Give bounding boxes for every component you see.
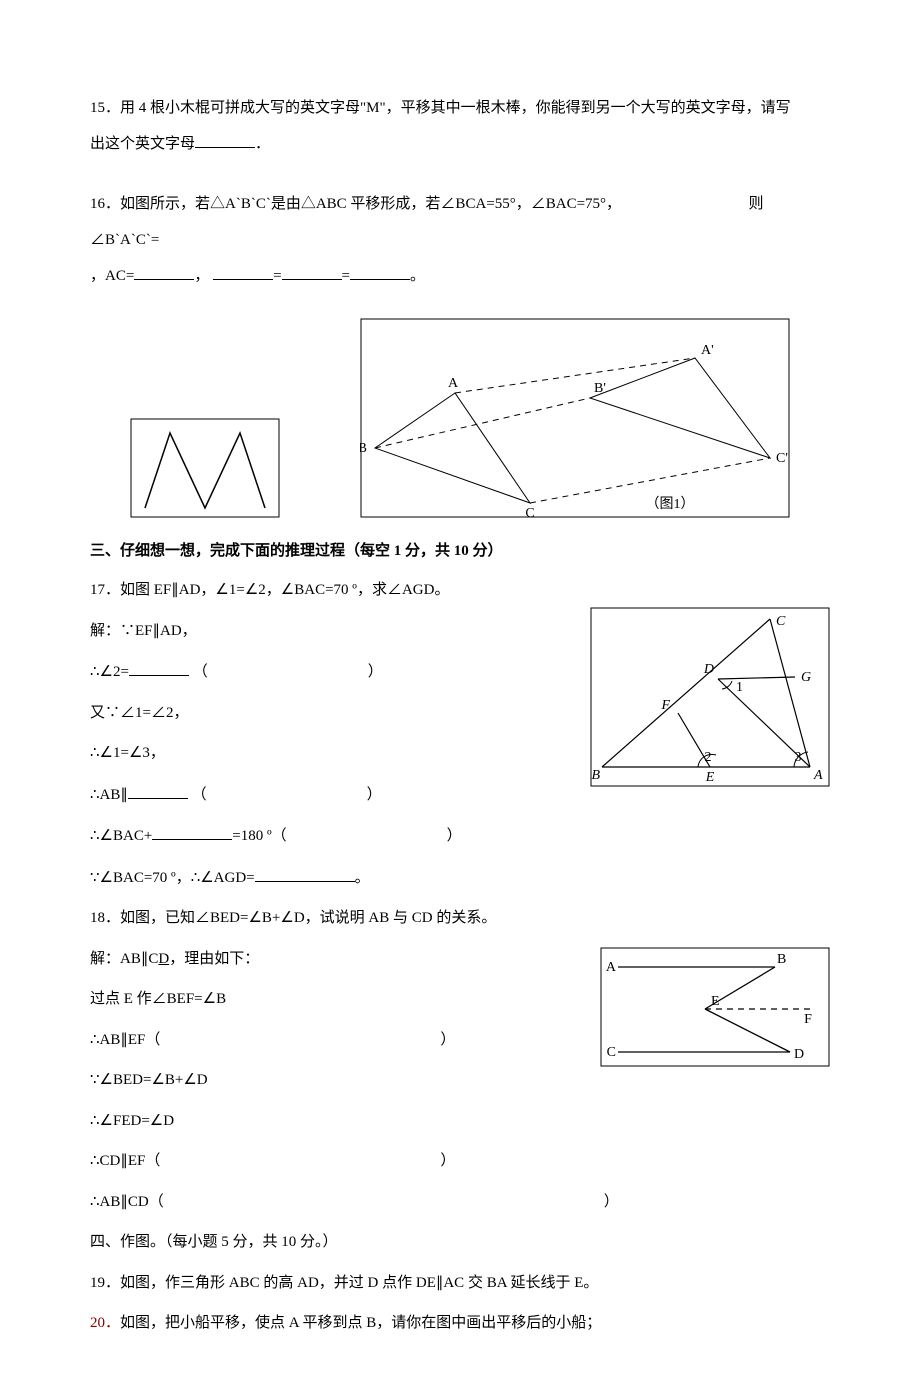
q17-question: 17．如图 EF∥AD，∠1=∠2，∠BAC=70 º，求∠AGD。 — [90, 579, 830, 602]
svg-text:C: C — [607, 1045, 616, 1060]
q19: 19．如图，作三角形 ABC 的高 AD，并过 D 点作 DE∥AC 交 BA … — [90, 1272, 830, 1295]
q16-para: 16．如图所示，若△A`B`C`是由△ABC 平移形成，若∠BCA=55°，∠B… — [90, 186, 830, 294]
q18-s3b: ） — [440, 1032, 455, 1048]
q17-s2c: ） — [368, 664, 383, 680]
svg-text:A: A — [813, 768, 823, 783]
section4-title: 四、作图。（每小题 5 分，共 10 分。） — [90, 1231, 830, 1254]
svg-text:F: F — [804, 1012, 812, 1027]
q16-text-a: 如图所示，若△A`B`C`是由△ABC 平移形成，若∠BCA=55°，∠BAC=… — [120, 196, 621, 212]
q17-number: 17． — [90, 582, 120, 598]
q17: B E A C D F G 1 2 3 17．如图 EF∥AD，∠1=∠2，∠BAC=70 º，求… — [90, 579, 830, 889]
q18-s1b: D — [158, 951, 169, 967]
q18-s3a: ∴AB∥EF（ — [90, 1032, 160, 1048]
q15-text-a: 用 4 根小木棍可拼成大写的英文字母"M"，平移其中一根木棒，你能得到另一个大写… — [120, 100, 791, 116]
fig-translation-box: A B C A' B' C' （图1） — [320, 318, 830, 518]
svg-text:D: D — [794, 1047, 804, 1062]
q17-s6c: ） — [447, 828, 462, 844]
svg-text:B: B — [591, 768, 600, 783]
svg-text:C': C' — [776, 451, 788, 466]
svg-text:A: A — [606, 960, 617, 975]
q15-period: ． — [255, 136, 270, 152]
q18-s7a: ∴AB∥CD（ — [90, 1194, 164, 1210]
q18-text: 如图，已知∠BED=∠B+∠D，试说明 AB 与 CD 的关系。 — [120, 910, 496, 926]
svg-text:A: A — [448, 376, 459, 391]
q17-diagram: B E A C D F G 1 2 3 — [590, 607, 830, 787]
q16-blank4[interactable] — [350, 264, 410, 280]
q17-s5a: ∴AB∥ — [90, 787, 128, 803]
q17-text: 如图 EF∥AD，∠1=∠2，∠BAC=70 º，求∠AGD。 — [120, 582, 449, 598]
section3-title: 三、仔细想一想，完成下面的推理过程（每空 1 分，共 10 分） — [90, 538, 830, 565]
q17-s6b: =180 º（ — [232, 828, 286, 844]
q18-s1c: ，理由如下： — [169, 951, 259, 967]
q20-number: 20． — [90, 1315, 120, 1331]
q17-blank1[interactable] — [129, 660, 189, 676]
q18-s7b: ） — [604, 1194, 619, 1210]
q17-s6a: ∴∠BAC+ — [90, 828, 152, 844]
q15-number: 15． — [90, 100, 120, 116]
q18-diagram: A B C D E F — [600, 947, 830, 1067]
svg-text:F: F — [660, 698, 670, 713]
m-letter-diagram — [130, 418, 280, 518]
q18-s1a: 解：AB∥C — [90, 951, 158, 967]
q17-s5c: ） — [367, 787, 382, 803]
q16-figures: A B C A' B' C' （图1） — [90, 318, 830, 518]
svg-text:1: 1 — [736, 680, 743, 695]
q19-text: 如图，作三角形 ABC 的高 AD，并过 D 点作 DE∥AC 交 BA 延长线… — [120, 1275, 598, 1291]
q19-number: 19． — [90, 1275, 120, 1291]
svg-text:E: E — [711, 994, 720, 1009]
q16-text-c: ，AC= — [90, 268, 134, 284]
q16-comma1: ， — [194, 268, 209, 284]
q17-s2a: ∴∠2= — [90, 664, 129, 680]
q18-s7: ∴AB∥CD（ ） — [90, 1191, 830, 1214]
q18-s6b: ） — [440, 1153, 455, 1169]
q15-text-b: 出这个英文字母 — [90, 136, 195, 152]
fig-q17-box: B E A C D F G 1 2 3 — [590, 607, 830, 787]
q16-blank3[interactable] — [282, 264, 342, 280]
svg-text:D: D — [703, 662, 714, 677]
q16-number: 16． — [90, 196, 120, 212]
q16-blank1[interactable] — [134, 264, 194, 280]
q18-s4: ∵∠BED=∠B+∠D — [90, 1069, 830, 1092]
svg-text:B: B — [777, 952, 786, 967]
svg-text:C: C — [776, 614, 786, 629]
q17-s7a: ∵∠BAC=70 º，∴∠AGD= — [90, 870, 255, 886]
q17-blank4[interactable] — [255, 866, 355, 882]
svg-text:A': A' — [701, 343, 714, 358]
svg-text:B': B' — [594, 381, 606, 396]
q18-question: 18．如图，已知∠BED=∠B+∠D，试说明 AB 与 CD 的关系。 — [90, 907, 830, 930]
fig-q18-box: A B C D E F — [600, 947, 830, 1067]
svg-text:C: C — [525, 506, 534, 518]
q16-eq1: = — [273, 268, 281, 284]
q15-blank[interactable] — [195, 132, 255, 148]
svg-text:B: B — [360, 441, 367, 456]
q16: 16．如图所示，若△A`B`C`是由△ABC 平移形成，若∠BCA=55°，∠B… — [90, 186, 830, 518]
svg-text:E: E — [705, 770, 715, 785]
q17-s7: ∵∠BAC=70 º，∴∠AGD= 。 — [90, 866, 830, 890]
q17-s7b: 。 — [355, 870, 370, 886]
q15: 15．用 4 根小木棍可拼成大写的英文字母"M"，平移其中一根木棒，你能得到另一… — [90, 90, 830, 162]
q16-eq2: = — [342, 268, 350, 284]
q20-text: 如图，把小船平移，使点 A 平移到点 B，请你在图中画出平移后的小船； — [120, 1315, 601, 1331]
q18-number: 18． — [90, 910, 120, 926]
q17-s6: ∴∠BAC+ =180 º（ ） — [90, 824, 830, 848]
fig-m-box — [130, 418, 280, 518]
q18-s6a: ∴CD∥EF（ — [90, 1153, 160, 1169]
q17-blank3[interactable] — [152, 824, 232, 840]
q17-blank2[interactable] — [128, 783, 188, 799]
q18: A B C D E F 18．如图，已知∠BED=∠B+∠D，试说明 AB 与 CD 的关… — [90, 907, 830, 1213]
q16-blank2[interactable] — [213, 264, 273, 280]
translation-diagram: A B C A' B' C' （图1） — [360, 318, 790, 518]
svg-text:（图1）: （图1） — [646, 496, 695, 512]
q18-s6: ∴CD∥EF（ ） — [90, 1150, 830, 1173]
q16-period: 。 — [410, 268, 425, 284]
q17-s5b: （ — [192, 787, 207, 803]
q17-s2b: （ — [193, 664, 208, 680]
svg-text:G: G — [801, 670, 811, 685]
svg-text:2: 2 — [705, 750, 712, 765]
q20: 20．如图，把小船平移，使点 A 平移到点 B，请你在图中画出平移后的小船； — [90, 1312, 830, 1335]
svg-text:3: 3 — [795, 750, 802, 765]
q18-s5: ∴∠FED=∠D — [90, 1110, 830, 1133]
